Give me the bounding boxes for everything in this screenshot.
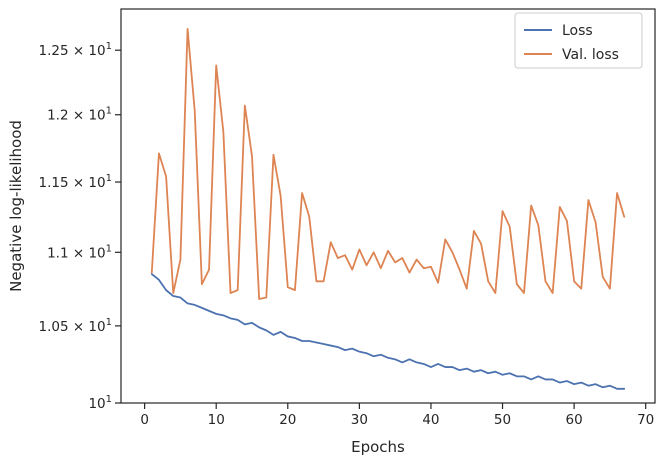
y-tick-label: 1.25 × 101 (38, 41, 112, 59)
plot-area (120, 8, 656, 404)
x-tick-label: 20 (279, 412, 296, 428)
x-tick-label: 40 (422, 412, 439, 428)
series-line-loss (150, 273, 626, 390)
plot-frame (120, 8, 656, 404)
x-tick-label: 0 (140, 412, 149, 428)
series-layer (150, 27, 626, 390)
x-tick-label: 30 (351, 412, 368, 428)
axes: 0 10 20 30 40 50 60 70 101 1.05 × 101 1.1 × 101 1.1… (38, 41, 654, 428)
y-tick-label: 1.15 × 101 (38, 173, 112, 191)
y-tick-label: 1.1 × 101 (47, 243, 112, 261)
y-tick-label: 1.2 × 101 (47, 106, 112, 124)
legend: Loss Val. loss (514, 12, 643, 69)
legend-label-val-loss: Val. loss (562, 47, 619, 63)
y-tick-label: 101 (88, 394, 112, 412)
x-tick-label: 60 (566, 412, 583, 428)
y-tick-label: 1.05 × 101 (38, 317, 112, 335)
y-axis-label: Negative log-likelihood (7, 120, 25, 292)
x-tick-label: 10 (208, 412, 225, 428)
legend-label-loss: Loss (562, 23, 593, 39)
x-axis-label: Epochs (351, 438, 405, 456)
series-line-val-loss (150, 27, 626, 300)
x-tick-label: 70 (637, 412, 654, 428)
x-tick-label: 50 (494, 412, 511, 428)
